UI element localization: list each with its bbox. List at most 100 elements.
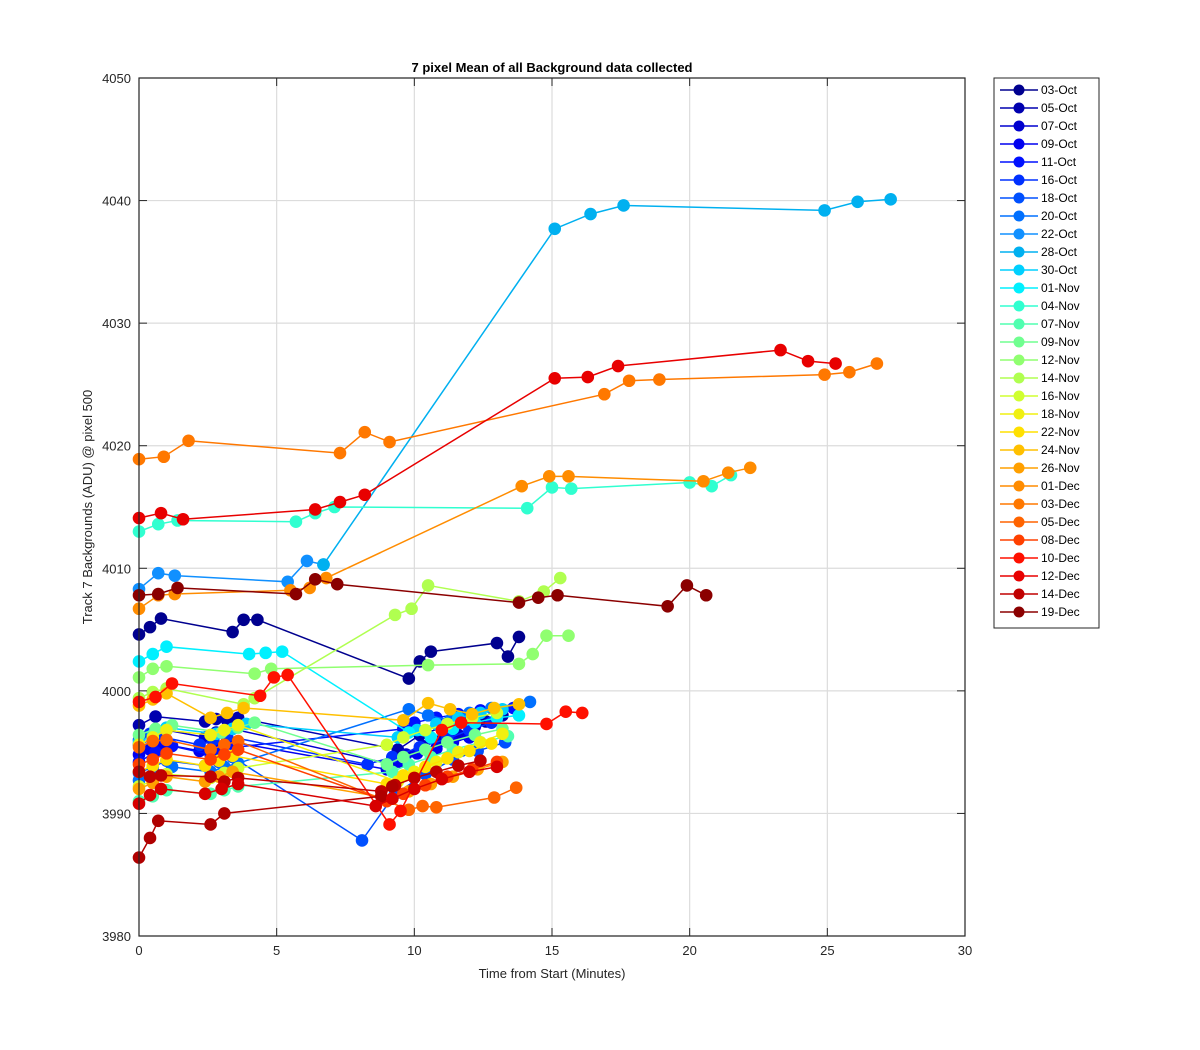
legend-label: 01-Dec	[1041, 479, 1080, 493]
data-point	[218, 723, 231, 737]
data-point	[397, 713, 410, 727]
data-point	[397, 769, 410, 782]
data-point	[545, 481, 559, 494]
data-point	[416, 799, 429, 813]
legend-entry: 05-Oct	[1000, 101, 1078, 115]
legend-entry: 09-Nov	[1000, 335, 1080, 349]
data-point	[496, 727, 509, 741]
legend-entry: 03-Oct	[1000, 83, 1078, 97]
data-point	[441, 736, 454, 749]
data-point	[465, 707, 479, 721]
legend-entry: 22-Nov	[1000, 425, 1080, 439]
data-point	[160, 733, 173, 747]
data-point	[308, 573, 322, 586]
legend-entry: 30-Oct	[1000, 263, 1078, 277]
series-unlabeled-30	[132, 780, 399, 864]
legend-label: 04-Nov	[1041, 299, 1080, 313]
data-point	[215, 782, 228, 796]
legend-label: 26-Nov	[1041, 461, 1080, 475]
legend-swatch-marker	[1013, 480, 1025, 492]
legend-label: 03-Dec	[1041, 497, 1080, 511]
data-point	[551, 588, 564, 602]
legend-swatch-marker	[1013, 336, 1025, 348]
data-point	[154, 506, 168, 520]
data-point	[253, 689, 267, 703]
legend-entry: 12-Nov	[1000, 353, 1080, 367]
data-point	[143, 788, 157, 802]
data-point	[149, 690, 162, 704]
legend-swatch-marker	[1013, 318, 1025, 330]
legend-swatch-marker	[1013, 444, 1025, 456]
x-tick-label: 30	[958, 943, 972, 958]
data-point	[289, 515, 303, 529]
x-tick-label: 10	[407, 943, 421, 958]
data-point	[581, 370, 595, 384]
data-point	[559, 705, 573, 718]
data-point	[355, 834, 369, 847]
data-point	[394, 804, 407, 818]
y-tick-label: 4010	[102, 561, 131, 576]
legend-swatch-marker	[1013, 264, 1025, 276]
data-point	[151, 566, 165, 580]
legend-swatch-marker	[1013, 462, 1025, 474]
data-point	[237, 613, 250, 627]
legend-swatch-marker	[1013, 354, 1025, 366]
series-line	[138, 634, 569, 679]
data-point	[870, 357, 884, 370]
legend-entry: 14-Dec	[1000, 587, 1080, 601]
data-point	[617, 199, 630, 212]
legend-entry: 09-Oct	[1000, 137, 1078, 151]
data-point	[154, 782, 168, 796]
legend-swatch-marker	[1013, 210, 1025, 222]
data-point	[242, 647, 256, 661]
data-point	[441, 751, 454, 765]
legend-entry: 07-Oct	[1000, 119, 1078, 133]
legend-label: 07-Oct	[1041, 119, 1078, 133]
legend-label: 05-Oct	[1041, 101, 1078, 115]
data-point	[402, 702, 416, 716]
data-point	[160, 747, 173, 760]
data-point	[421, 579, 435, 592]
legend-entry: 07-Nov	[1000, 317, 1080, 331]
data-point	[454, 716, 468, 730]
data-point	[774, 343, 787, 357]
data-point	[154, 612, 168, 625]
data-point	[851, 195, 864, 209]
legend-swatch-marker	[1013, 570, 1025, 582]
legend-swatch-marker	[1013, 102, 1025, 114]
legend-label: 03-Oct	[1041, 83, 1078, 97]
data-point	[512, 698, 526, 711]
data-point	[143, 831, 157, 845]
legend-label: 14-Dec	[1041, 587, 1080, 601]
legend-swatch-marker	[1013, 84, 1025, 96]
data-point	[383, 818, 396, 831]
legend-label: 19-Dec	[1041, 605, 1080, 619]
data-point	[531, 591, 545, 605]
legend-label: 22-Oct	[1041, 227, 1078, 241]
data-point	[542, 470, 556, 483]
data-point	[575, 706, 589, 720]
data-point	[801, 354, 815, 368]
series-unlabeled-31	[132, 760, 504, 813]
data-point	[509, 781, 523, 794]
legend-label: 08-Dec	[1041, 533, 1080, 547]
data-point	[259, 646, 272, 660]
chart-title: 7 pixel Mean of all Background data coll…	[411, 60, 692, 75]
data-point	[402, 672, 416, 685]
legend-swatch-marker	[1013, 282, 1025, 294]
legend-label: 09-Nov	[1041, 335, 1080, 349]
x-tick-label: 15	[545, 943, 559, 958]
legend-entry: 11-Oct	[1000, 155, 1077, 169]
y-tick-label: 3980	[102, 929, 131, 944]
y-tick-label: 4050	[102, 71, 131, 86]
data-point	[151, 814, 165, 828]
legend-entry: 26-Nov	[1000, 461, 1080, 475]
data-point	[408, 782, 421, 796]
data-point	[300, 554, 314, 568]
data-point	[176, 512, 190, 526]
legend-swatch-marker	[1013, 588, 1025, 600]
legend-swatch-marker	[1013, 192, 1025, 204]
data-point	[515, 479, 529, 493]
legend-label: 14-Nov	[1041, 371, 1080, 385]
